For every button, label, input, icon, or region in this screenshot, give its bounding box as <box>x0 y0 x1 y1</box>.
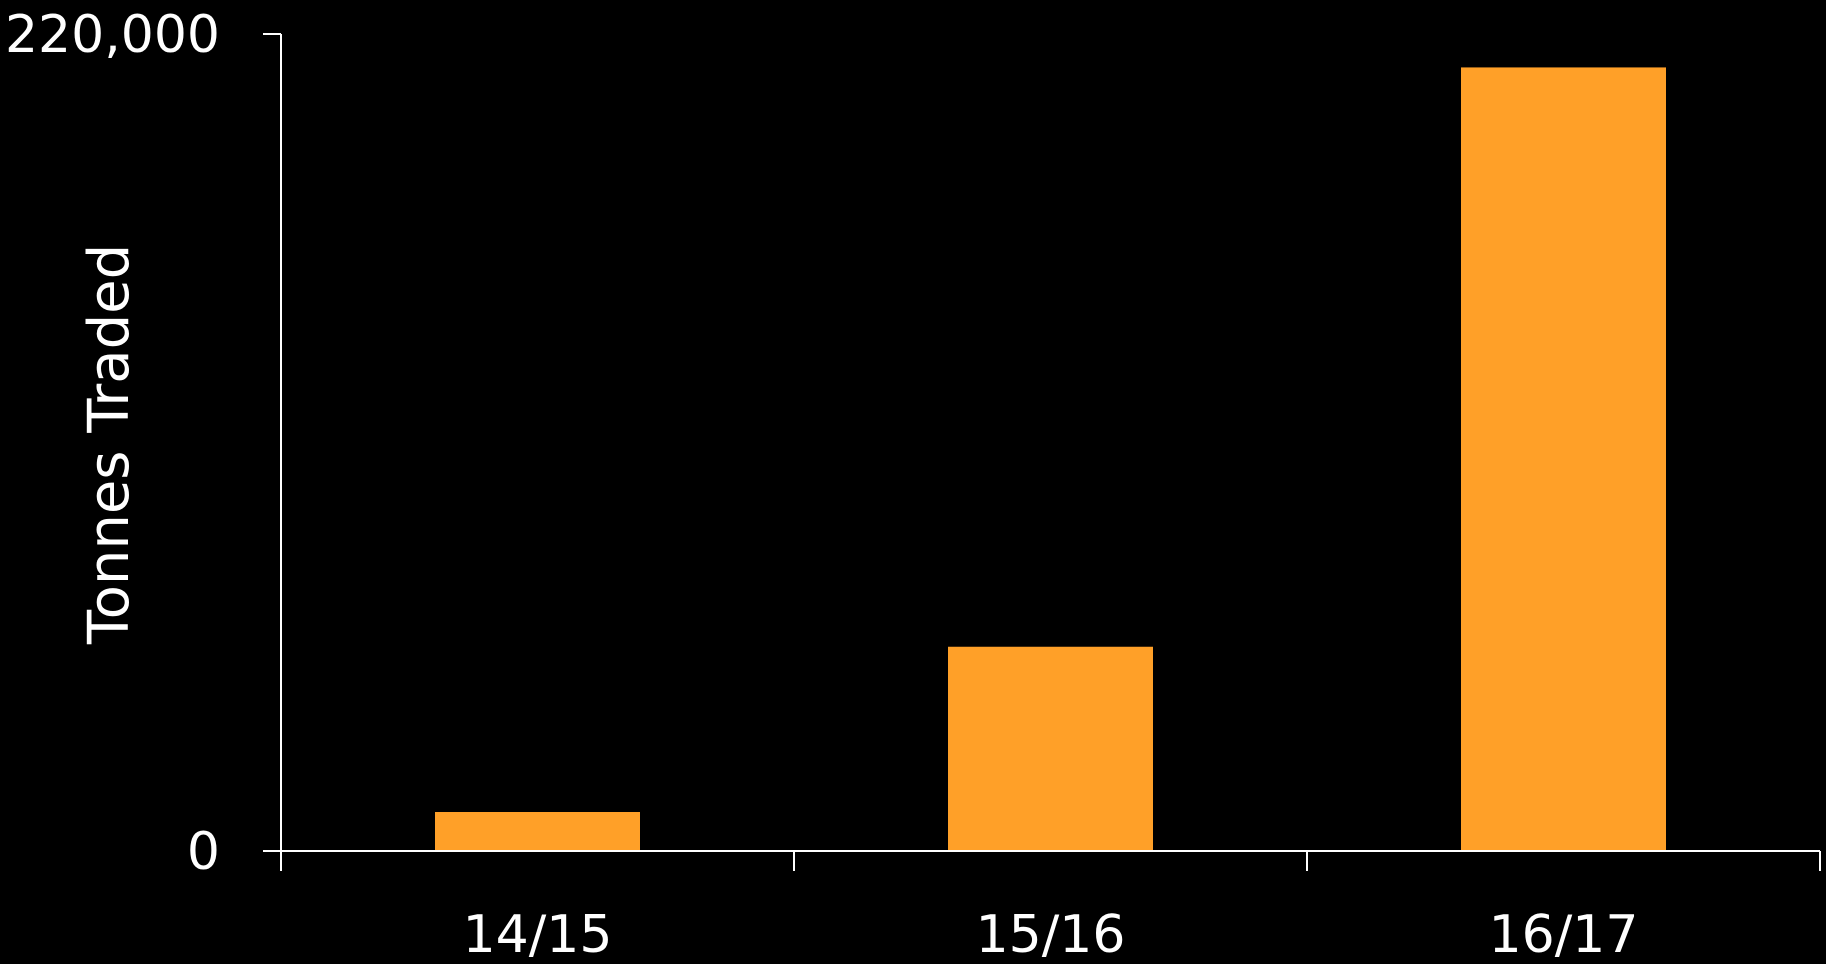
bar-14-15 <box>435 812 640 851</box>
bar-16-17 <box>1461 67 1666 851</box>
y-tick-label: 0 <box>187 822 220 882</box>
bar-15-16 <box>948 646 1153 851</box>
y-axis-ticks: 0 220,000 <box>5 5 281 882</box>
y-tick-label: 220,000 <box>5 5 220 65</box>
y-axis-label: Tonnes Traded <box>77 244 142 645</box>
x-tick-label: 16/17 <box>1489 905 1639 964</box>
plot-area <box>435 67 1666 851</box>
x-axis-ticks: 14/15 15/16 16/17 <box>280 851 1821 964</box>
x-tick-label: 15/16 <box>976 905 1126 964</box>
x-tick-label: 14/15 <box>463 905 613 964</box>
